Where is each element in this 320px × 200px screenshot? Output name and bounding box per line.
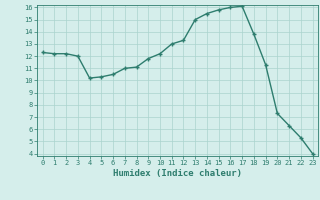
X-axis label: Humidex (Indice chaleur): Humidex (Indice chaleur) xyxy=(113,169,242,178)
